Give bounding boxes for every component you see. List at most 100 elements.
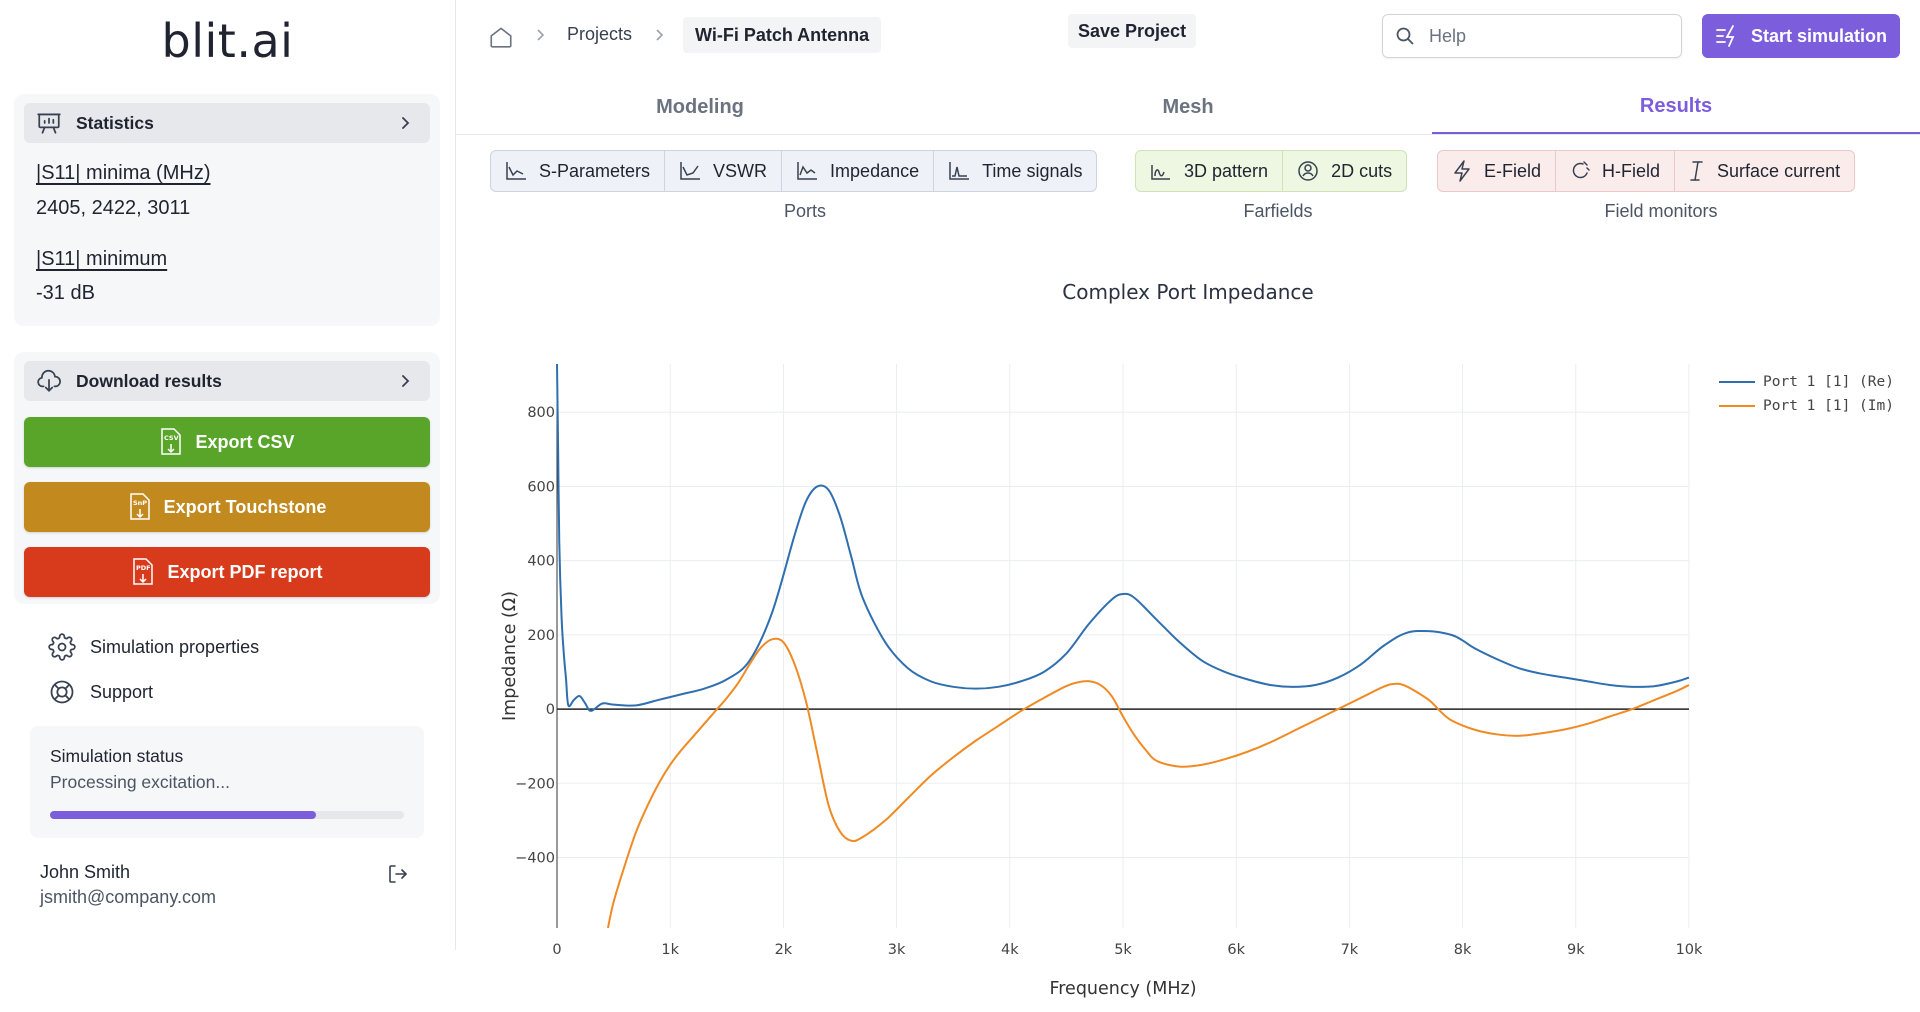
lifebuoy-icon <box>48 678 76 706</box>
vswr-label: VSWR <box>713 160 768 181</box>
statistics-card: Statistics |S11| minima (MHz) 2405, 2422… <box>14 94 440 326</box>
breadcrumb-current-project[interactable]: Wi-Fi Patch Antenna <box>683 17 882 53</box>
radiation-pattern-icon <box>1297 160 1319 182</box>
series-im-line <box>606 637 1690 928</box>
ports-group-label: Ports <box>783 201 826 221</box>
download-title: Download results <box>76 370 222 391</box>
surface-current-label: Surface current <box>1717 160 1841 181</box>
tab-modeling[interactable]: Modeling <box>656 95 744 118</box>
svg-text:PDF: PDF <box>136 564 151 572</box>
chart-series <box>556 364 1690 928</box>
lightning-icon <box>1452 160 1472 182</box>
export-touchstone-button[interactable]: SnP Export Touchstone <box>24 482 430 532</box>
tab-mesh[interactable]: Mesh <box>1162 95 1214 118</box>
chart-line-icon <box>796 161 818 181</box>
y-axis-title: Impedance (Ω) <box>500 591 520 721</box>
simulation-progress-fill <box>50 811 316 819</box>
chart-title: Complex Port Impedance <box>1062 280 1314 304</box>
2d-cuts-button[interactable]: 2D cuts <box>1283 150 1408 192</box>
chart-line-icon <box>948 161 970 181</box>
presentation-chart-icon <box>36 110 62 136</box>
x-axis-title: Frequency (MHz) <box>1049 979 1196 999</box>
s-parameters-button[interactable]: S-Parameters <box>490 150 666 192</box>
chevron-right-icon <box>654 28 666 42</box>
e-field-label: E-Field <box>1484 160 1542 181</box>
cloud-download-icon <box>36 368 62 394</box>
vswr-button[interactable]: VSWR <box>665 150 783 192</box>
chart-labels: 0 1k 2k 3k 4k 5k 6k 7k 8k 9k 10k −400 −200 0 200 400 600… <box>500 405 1703 999</box>
simulation-status-title: Simulation status <box>50 746 184 766</box>
export-touchstone-label: Export Touchstone <box>163 496 327 517</box>
x-tick-label: 2k <box>775 942 793 958</box>
app-logo-text: blit.ai <box>161 14 294 68</box>
3d-pattern-icon <box>1150 161 1172 181</box>
field-monitors-group: E-Field H-Field Surface current <box>1437 150 1856 192</box>
stat-value-s11-minima: 2405, 2422, 3011 <box>36 197 191 219</box>
app-logo[interactable]: blit.ai <box>0 14 455 68</box>
save-project-button[interactable]: Save Project <box>1068 14 1197 48</box>
statistics-title: Statistics <box>76 112 154 133</box>
x-tick-label: 1k <box>661 942 679 958</box>
chart-grid <box>557 364 1690 928</box>
legend-label-re: Port 1 [1] (Re) <box>1763 374 1894 390</box>
h-field-button[interactable]: H-Field <box>1556 150 1676 192</box>
legend-item-im[interactable]: Port 1 [1] (Im) <box>1719 398 1894 414</box>
impedance-chart[interactable]: 0 1k 2k 3k 4k 5k 6k 7k 8k 9k 10k −400 −200 0 200 400 600… <box>456 300 1920 1012</box>
ports-group: S-Parameters VSWR Impedance Time signals <box>490 150 1098 192</box>
y-tick-label: −400 <box>515 851 555 867</box>
help-search-input[interactable] <box>1427 24 1661 48</box>
export-pdf-label: Export PDF report <box>167 561 323 582</box>
time-signals-button[interactable]: Time signals <box>934 150 1098 192</box>
sidebar: blit.ai Statistics |S11| minima (MHz) <box>0 0 456 950</box>
export-pdf-button[interactable]: PDF Export PDF report <box>24 547 430 597</box>
legend-swatch-re <box>1719 380 1755 384</box>
x-tick-label: 7k <box>1341 942 1359 958</box>
chart-line-icon <box>679 161 701 181</box>
x-tick-label: 4k <box>1001 942 1019 958</box>
legend-item-re[interactable]: Port 1 [1] (Re) <box>1719 374 1894 390</box>
download-card: Download results CSV Export CSV SnP <box>14 352 440 604</box>
snp-file-icon: SnP <box>128 493 152 521</box>
export-csv-label: Export CSV <box>195 431 295 452</box>
chevron-right-icon[interactable] <box>398 374 412 388</box>
statistics-header[interactable]: Statistics <box>24 103 430 143</box>
x-tick-label: 6k <box>1227 942 1245 958</box>
farfields-group-label: Farfields <box>1243 201 1313 221</box>
impedance-button[interactable]: Impedance <box>782 150 935 192</box>
export-csv-button[interactable]: CSV Export CSV <box>24 417 430 467</box>
tab-results[interactable]: Results <box>1432 80 1920 134</box>
svg-text:SnP: SnP <box>133 499 147 507</box>
start-simulation-icon <box>1715 25 1741 47</box>
y-tick-label: 0 <box>546 702 555 718</box>
breadcrumb-projects[interactable]: Projects <box>567 24 633 44</box>
y-tick-label: 800 <box>527 405 555 421</box>
start-simulation-button[interactable]: Start simulation <box>1702 14 1900 58</box>
download-header[interactable]: Download results <box>24 361 430 401</box>
stat-label-s11-minimum[interactable]: |S11| minimum <box>36 248 168 270</box>
impedance-label: Impedance <box>830 160 920 181</box>
time-signals-label: Time signals <box>982 160 1083 181</box>
text-cursor-icon <box>1689 160 1705 182</box>
home-icon[interactable] <box>488 24 514 50</box>
x-tick-label: 0 <box>552 942 561 958</box>
e-field-button[interactable]: E-Field <box>1437 150 1557 192</box>
chart-line-icon <box>505 161 527 181</box>
chevron-right-icon <box>535 28 547 42</box>
support-label: Support <box>90 681 154 702</box>
gear-icon <box>48 633 76 661</box>
stat-value-s11-minimum: -31 dB <box>36 282 95 304</box>
3d-pattern-button[interactable]: 3D pattern <box>1135 150 1284 192</box>
simulation-status-card: Simulation status Processing excitation.… <box>30 726 424 838</box>
simulation-properties-link[interactable]: Simulation properties <box>48 633 259 661</box>
x-tick-label: 3k <box>888 942 906 958</box>
logout-icon[interactable] <box>386 862 410 886</box>
y-tick-label: −200 <box>515 776 555 792</box>
surface-current-button[interactable]: Surface current <box>1675 150 1856 192</box>
chevron-right-icon[interactable] <box>398 116 412 130</box>
y-tick-label: 400 <box>527 554 555 570</box>
help-search[interactable] <box>1382 14 1682 58</box>
s-parameters-label: S-Parameters <box>539 160 651 181</box>
support-link[interactable]: Support <box>48 678 153 706</box>
x-tick-label: 8k <box>1454 942 1472 958</box>
stat-label-s11-minima[interactable]: |S11| minima (MHz) <box>36 162 211 184</box>
